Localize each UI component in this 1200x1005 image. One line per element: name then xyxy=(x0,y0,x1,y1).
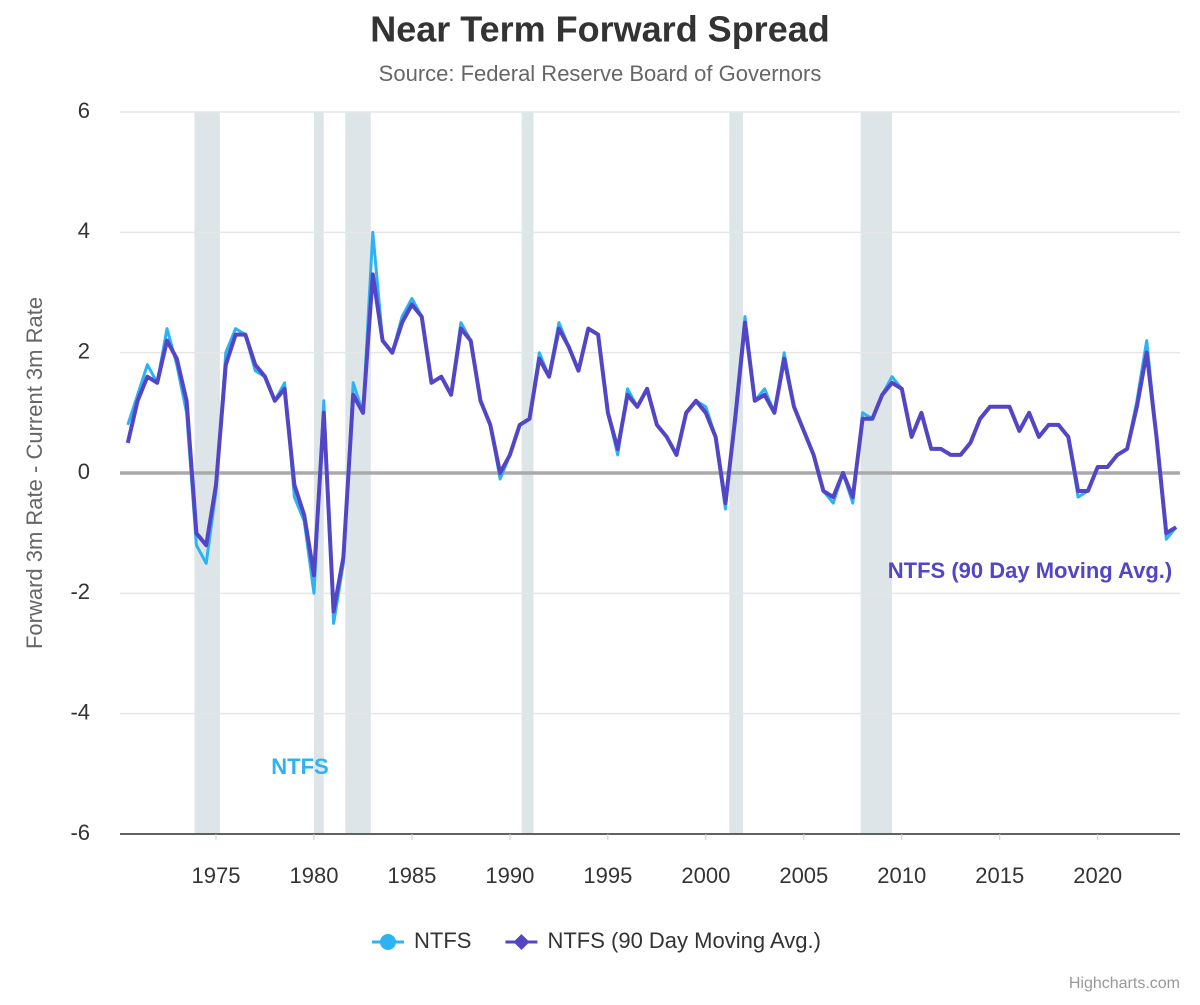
x-tick-label: 2020 xyxy=(1073,863,1122,888)
y-tick-label: -2 xyxy=(70,579,90,604)
legend-label: NTFS xyxy=(414,928,471,953)
legend-label: NTFS (90 Day Moving Avg.) xyxy=(547,928,820,953)
series-line xyxy=(125,272,1178,614)
x-tick-label: 1975 xyxy=(192,863,241,888)
x-tick-label: 2010 xyxy=(877,863,926,888)
chart-title: Near Term Forward Spread xyxy=(370,9,829,50)
y-tick-label: 2 xyxy=(78,338,90,363)
x-tick-label: 2000 xyxy=(681,863,730,888)
y-tick-label: 0 xyxy=(78,459,90,484)
x-tick-label: 2005 xyxy=(779,863,828,888)
legend-item[interactable]: NTFS (90 Day Moving Avg.) xyxy=(505,928,821,953)
legend-marker xyxy=(380,934,396,950)
x-tick-label: 1995 xyxy=(583,863,632,888)
credits: Highcharts.com xyxy=(1069,975,1180,992)
y-tick-label: -6 xyxy=(70,820,90,845)
y-tick-label: -4 xyxy=(70,699,90,724)
legend-marker xyxy=(513,934,530,950)
y-axis-title: Forward 3m Rate - Current 3m Rate xyxy=(22,297,47,649)
series-annotation: NTFS xyxy=(271,754,328,779)
x-tick-label: 1990 xyxy=(485,863,534,888)
y-tick-label: 6 xyxy=(78,98,90,123)
y-tick-label: 4 xyxy=(78,218,90,243)
chart-subtitle: Source: Federal Reserve Board of Governo… xyxy=(379,61,822,86)
x-tick-label: 1980 xyxy=(289,863,338,888)
x-tick-label: 1985 xyxy=(387,863,436,888)
x-tick-label: 2015 xyxy=(975,863,1024,888)
series-annotation: NTFS (90 Day Moving Avg.) xyxy=(888,558,1172,583)
legend-item[interactable]: NTFS xyxy=(372,928,471,953)
